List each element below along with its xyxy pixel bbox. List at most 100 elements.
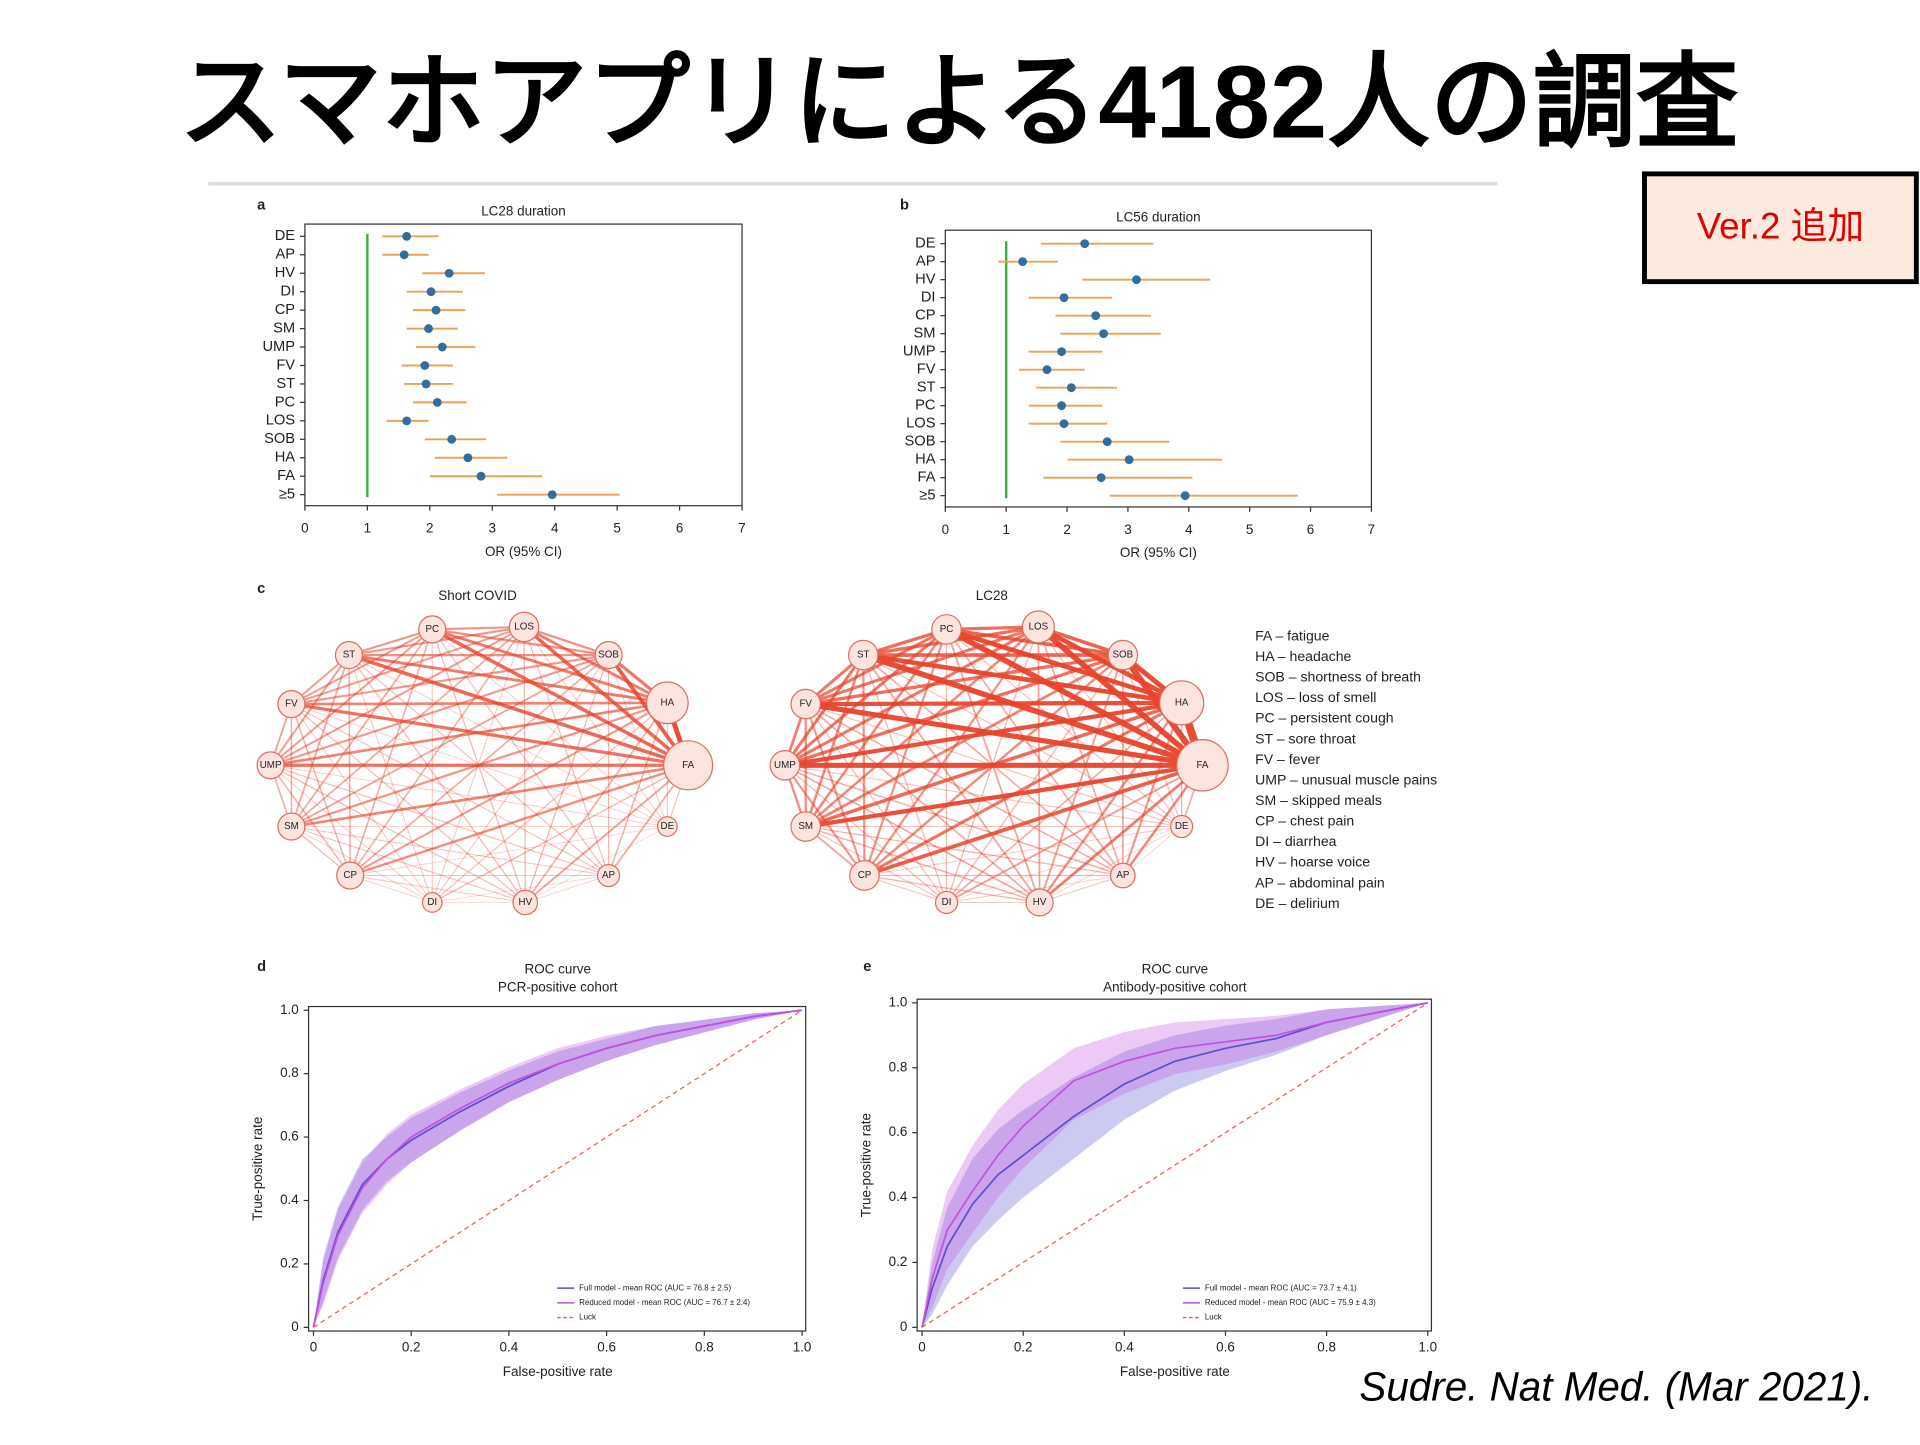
y-tick-label: AP (916, 254, 936, 270)
x-tick-label: 0.6 (1216, 1340, 1235, 1355)
estimate-point (447, 434, 457, 444)
network-edge (946, 875, 1123, 903)
network-edge (523, 625, 669, 705)
network-node (596, 863, 621, 888)
confidence-band (313, 1010, 803, 1328)
confidence-band (313, 1010, 803, 1328)
network-edge (784, 764, 1040, 904)
x-tick-label: 1.0 (1418, 1340, 1437, 1355)
y-tick-label: FA (277, 468, 295, 484)
network-edge (864, 826, 1182, 876)
badge: Ver.2 追加 (1697, 206, 1864, 247)
roc-line (921, 1002, 1428, 1328)
x-tick-label: 0.2 (1014, 1340, 1033, 1355)
x-tick-label: 0 (301, 521, 308, 536)
network-edge (1039, 875, 1124, 903)
y-tick-label: 0.4 (280, 1192, 299, 1207)
network-edge (431, 654, 609, 903)
estimate-point (402, 231, 412, 241)
network-edge (805, 703, 1041, 904)
x-tick-label: 0.6 (597, 1340, 616, 1355)
network-edge (863, 654, 1124, 877)
x-tick-label: 0.8 (1317, 1340, 1336, 1355)
network-edge (863, 763, 1204, 878)
x-tick-label: 0 (942, 522, 949, 537)
y-tick-label: SM (273, 320, 295, 336)
chart-title: LC56 duration (1116, 210, 1201, 225)
network-node (418, 615, 447, 644)
abbreviation-item: HV – hoarse voice (1255, 854, 1370, 870)
legend-label: Luck (1205, 1313, 1222, 1322)
estimate-point (1057, 347, 1066, 357)
network-node (508, 611, 540, 643)
node-label: SOB (1113, 650, 1134, 661)
abbreviation-item: HA – headache (1255, 648, 1351, 664)
network-edge (607, 702, 669, 876)
y-tick-label: CP (275, 302, 296, 318)
node-label: SM (284, 821, 299, 832)
network-edge (291, 826, 433, 903)
plot-frame (304, 223, 743, 507)
node-label: UMP (774, 760, 796, 771)
network-edge (432, 628, 609, 657)
network-edge (290, 654, 610, 828)
node-label: SM (798, 821, 813, 832)
x-tick-label: 1.0 (793, 1340, 812, 1355)
node-label: LOS (1029, 622, 1049, 633)
network-edge (291, 703, 433, 903)
network-node (277, 690, 306, 719)
network-node (256, 751, 285, 780)
estimate-point (1102, 437, 1112, 447)
network-edge (784, 764, 1182, 828)
network-node (663, 740, 714, 791)
x-axis-label: OR (95% CI) (485, 544, 562, 559)
badge-box (1642, 171, 1919, 285)
network-edge (863, 626, 1040, 877)
network-edge (350, 826, 668, 876)
network-node (656, 816, 678, 837)
node-label: ST (857, 650, 870, 661)
network-edge (946, 826, 1182, 903)
network-edge (269, 654, 350, 766)
network-edge (270, 764, 668, 827)
network-node (769, 750, 801, 781)
network-edge (1037, 626, 1041, 903)
network-node (790, 811, 822, 842)
network-edge (862, 652, 1204, 768)
x-axis-label: OR (95% CI) (1120, 545, 1197, 560)
y-tick-label: 0.8 (889, 1059, 908, 1074)
node-label: DE (661, 821, 675, 832)
network-edge (1037, 626, 1183, 827)
network-node (1107, 639, 1139, 671)
y-tick-label: SOB (904, 434, 935, 450)
network-edge (431, 764, 689, 904)
node-label: UMP (260, 760, 282, 771)
network-edge (524, 654, 610, 903)
estimate-point (421, 379, 431, 389)
y-tick-label: FV (276, 357, 295, 373)
plot-frame (944, 229, 1373, 508)
legend-label: Reduced model - mean ROC (AUC = 76.7 ± 2… (579, 1298, 750, 1307)
network-edge (348, 654, 609, 876)
network-edge (348, 655, 351, 876)
panel-label: b (900, 198, 909, 214)
network-edge (946, 764, 1203, 904)
confidence-band (922, 1002, 1428, 1328)
node-label: FV (799, 699, 812, 710)
network-edge (431, 629, 526, 903)
network-node (849, 860, 880, 891)
estimate-point (1042, 365, 1052, 375)
network-edge (291, 763, 689, 828)
x-tick-label: 1 (364, 521, 371, 536)
node-label: DE (1175, 821, 1189, 832)
estimate-point (1124, 455, 1134, 465)
network-edge (862, 652, 1182, 706)
y-tick-label: CP (915, 308, 936, 324)
chart-subtitle: PCR-positive cohort (498, 980, 618, 995)
node-label: PC (425, 624, 439, 635)
network-edge (290, 626, 525, 828)
luck-line (921, 1002, 1429, 1328)
estimate-point (402, 416, 412, 426)
abbreviation-item: FV – fever (1255, 751, 1320, 767)
network-edge (523, 626, 526, 903)
